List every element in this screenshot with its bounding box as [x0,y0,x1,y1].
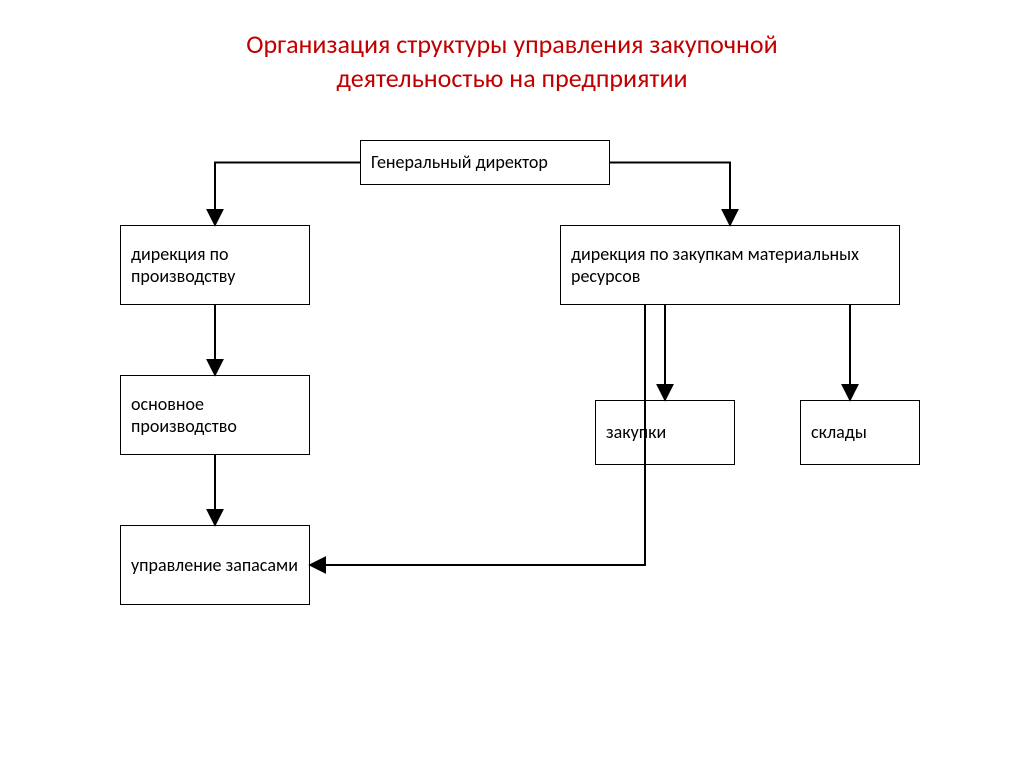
diagram-canvas: Организация структуры управления закупоч… [0,0,1024,768]
node-zakupki: закупки [595,400,735,465]
page-title-line2: деятельностью на предприятии [0,62,1024,94]
node-gen_dir: Генеральный директор [360,140,610,185]
node-upr_zap: управление запасами [120,525,310,605]
node-osn_prod: основное производство [120,375,310,455]
node-dir_prod: дирекция по производству [120,225,310,305]
page-title-line1: Организация структуры управления закупоч… [0,28,1024,60]
node-sklady: склады [800,400,920,465]
node-dir_proc: дирекция по закупкам материальных ресурс… [560,225,900,305]
